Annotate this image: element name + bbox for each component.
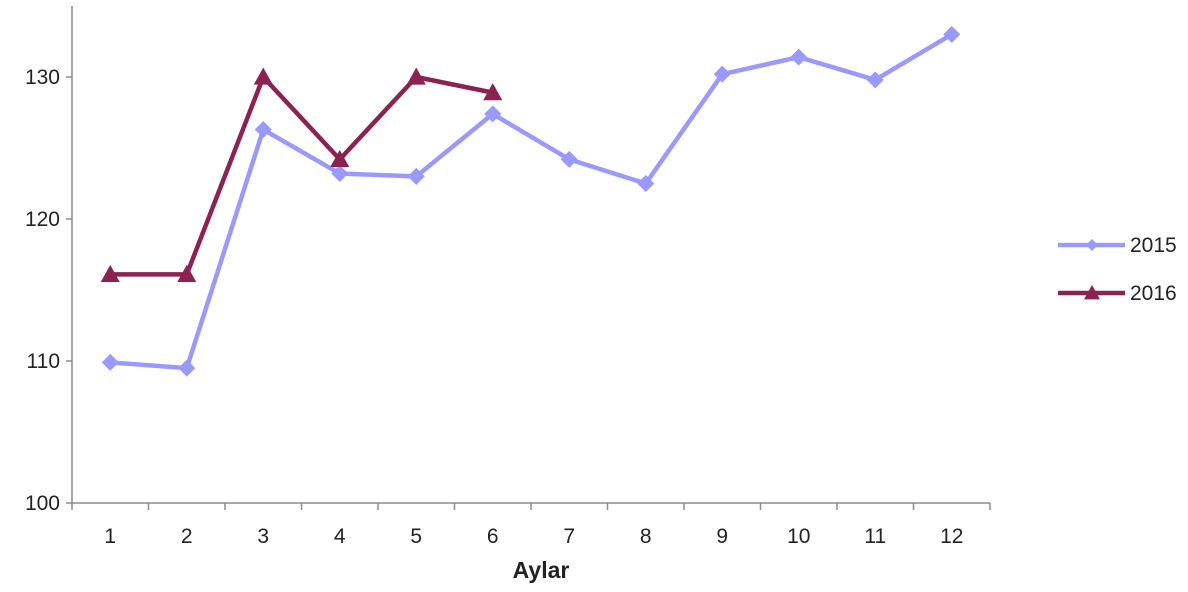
x-tick-label: 1 (104, 525, 116, 548)
data-point (484, 105, 502, 123)
data-point (331, 165, 349, 183)
x-tick-label: 4 (334, 525, 346, 548)
x-tick-label: 8 (640, 525, 652, 548)
x-tick-label: 12 (940, 525, 963, 548)
chart-axes (71, 6, 990, 504)
data-point (713, 65, 731, 83)
data-point (177, 264, 197, 282)
x-tick-label: 9 (716, 525, 728, 548)
data-point (560, 150, 578, 168)
data-point (254, 121, 272, 139)
legend: 2015 2016 (1058, 234, 1177, 305)
data-point (406, 67, 426, 85)
data-point (178, 359, 196, 377)
data-point (330, 149, 350, 167)
data-point (100, 264, 120, 282)
data-point (253, 67, 273, 85)
x-tick-label: 2 (181, 525, 193, 548)
x-tick-label: 11 (864, 525, 886, 548)
legend-item-2016: 2016 (1058, 282, 1177, 305)
legend-label: 2016 (1130, 282, 1177, 305)
series-line-2015 (108, 32, 954, 371)
legend-label: 2015 (1130, 234, 1177, 257)
x-tick-label: 6 (487, 525, 499, 548)
data-point (101, 353, 119, 371)
legend-item-2015: 2015 (1058, 234, 1177, 257)
series-2015 (101, 25, 961, 377)
series-line-2016 (108, 74, 495, 277)
x-axis-title: Aylar (513, 557, 570, 583)
x-axis-ticks: 1 2 3 4 5 6 7 8 9 10 11 12 (71, 503, 991, 548)
y-tick-label: 100 (25, 492, 60, 515)
series-2016 (100, 67, 503, 282)
data-point (866, 71, 884, 89)
data-point (407, 167, 425, 185)
y-tick-label: 120 (25, 208, 60, 231)
y-tick-label: 110 (27, 350, 60, 373)
data-point (637, 175, 655, 192)
legend-marker (1084, 285, 1100, 300)
data-point (943, 25, 961, 43)
data-point (790, 48, 808, 66)
plot-area (100, 25, 961, 377)
y-tick-label: 130 (25, 66, 60, 89)
x-tick-label: 5 (410, 525, 422, 548)
y-axis-ticks: 100 110 120 130 (25, 66, 72, 515)
legend-marker (1086, 239, 1098, 251)
data-point (483, 83, 503, 101)
x-tick-label: 10 (787, 525, 810, 548)
x-tick-label: 3 (257, 525, 269, 548)
x-tick-label: 7 (563, 525, 575, 548)
